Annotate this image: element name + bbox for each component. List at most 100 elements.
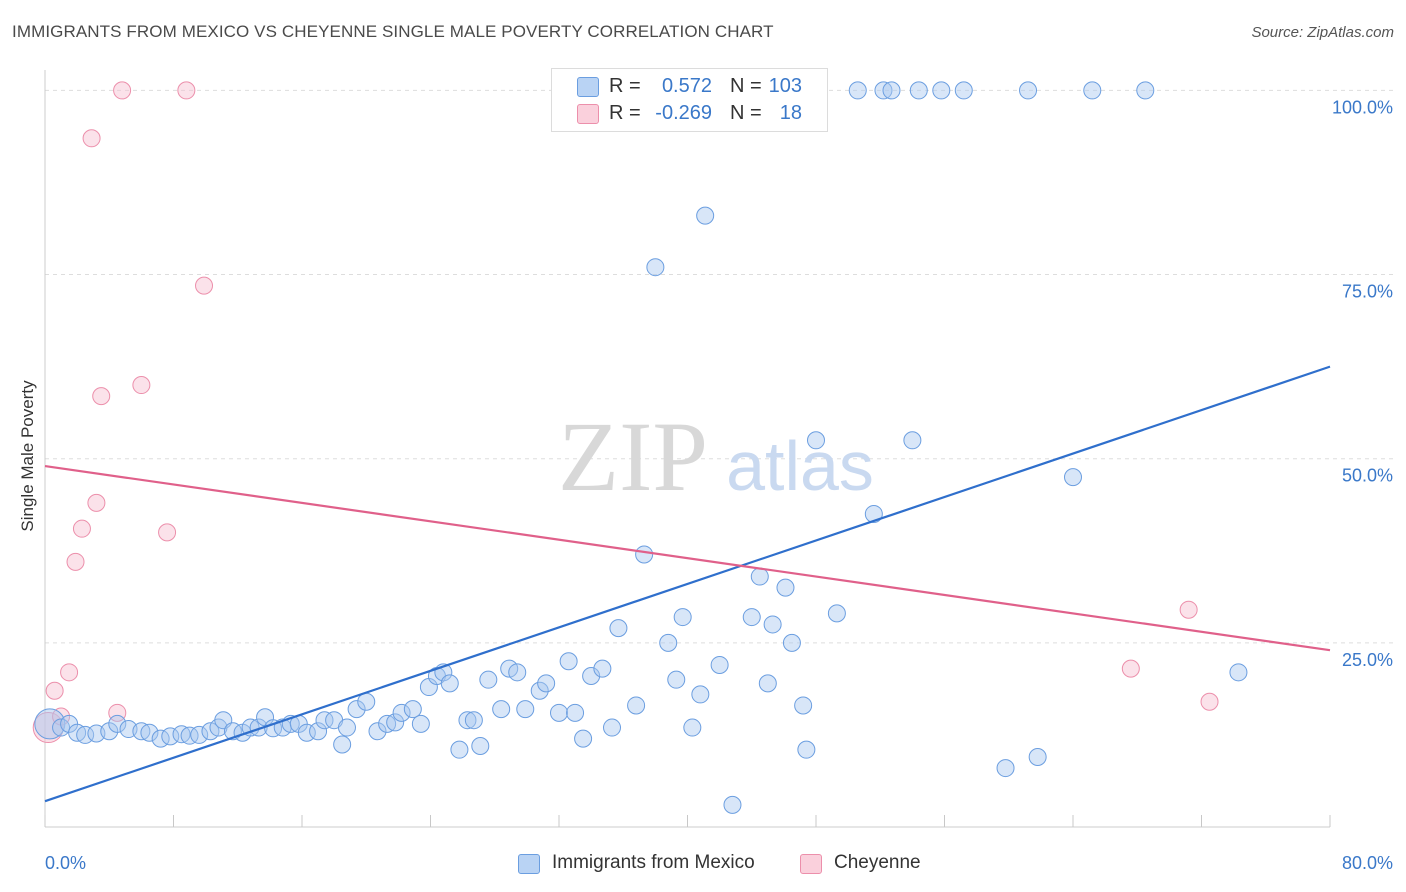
data-point-mexico (479, 670, 498, 689)
data-point-mexico (566, 703, 585, 722)
data-point-mexico (386, 713, 405, 732)
data-point-mexico (603, 718, 622, 737)
data-point-mexico (337, 718, 356, 737)
x-tick-label: 80.0% (1342, 853, 1393, 873)
data-point-mexico (882, 81, 901, 100)
data-point-mexico (368, 722, 387, 741)
data-point-mexico (464, 711, 483, 730)
data-point-mexico (797, 740, 816, 759)
legend-swatch-blue (577, 77, 599, 97)
x-tick-label: 0.0% (45, 853, 86, 873)
data-point-mexico (807, 431, 825, 450)
y-tick-label: 50.0% (1342, 466, 1393, 486)
legend-row-cheyenne: R = -0.269 N = 18 (552, 101, 827, 127)
data-point-cheyenne (1179, 600, 1198, 619)
data-point-mexico (357, 692, 376, 711)
data-point-mexico (297, 723, 316, 742)
data-point-mexico (996, 759, 1015, 778)
legend-swatch-pink (577, 104, 599, 124)
legend-r-label: R = (609, 102, 641, 124)
data-point-mexico (683, 718, 702, 737)
bottom-legend-swatch-pink (800, 854, 822, 874)
data-point-mexico (691, 685, 710, 704)
data-point-cheyenne (177, 81, 196, 100)
data-point-mexico (932, 81, 951, 100)
data-point-cheyenne (66, 552, 85, 571)
data-point-cheyenne (87, 493, 106, 512)
data-point-mexico (667, 670, 686, 689)
data-point-mexico (249, 718, 268, 737)
trend-lines (44, 365, 1331, 803)
data-point-mexico (627, 696, 646, 715)
data-point-mexico (458, 711, 477, 730)
data-point-mexico (758, 674, 777, 693)
bottom-legend-label-cheyenne: Cheyenne (834, 852, 921, 873)
data-point-mexico (750, 567, 769, 586)
data-point-cheyenne (1121, 659, 1140, 678)
data-point-cheyenne (113, 81, 132, 100)
data-point-cheyenne (195, 276, 214, 295)
data-point-mexico (492, 700, 511, 719)
legend-row-mexico: R = 0.572 N = 103 (552, 74, 827, 100)
axes (44, 70, 1331, 828)
data-point-mexico (347, 700, 366, 719)
data-point-mexico (516, 700, 535, 719)
stats-legend: R = 0.572 N = 103 R = -0.269 N = 18 (551, 68, 828, 132)
data-point-cheyenne (72, 519, 91, 538)
data-point-mexico (723, 795, 742, 814)
data-point-mexico (848, 81, 867, 100)
data-point-mexico (794, 696, 813, 715)
data-point-mexico (1064, 468, 1082, 487)
data-point-mexico (108, 714, 127, 733)
data-point-mexico (471, 736, 490, 755)
watermark-atlas: atlas (726, 427, 874, 505)
data-point-mexico (440, 674, 459, 693)
data-point-mexico (593, 659, 612, 678)
data-point-mexico (537, 674, 556, 693)
data-point-mexico (582, 667, 601, 685)
data-point-mexico (76, 725, 95, 744)
y-axis-label: Single Male Poverty (18, 380, 37, 532)
data-point-mexico (315, 711, 334, 730)
y-tick-label: 25.0% (1342, 650, 1393, 670)
data-point-mexico (646, 258, 665, 277)
data-point-mexico (403, 700, 422, 719)
data-point-mexico (264, 719, 283, 738)
data-point-mexico (696, 206, 715, 225)
data-point-mexico (574, 729, 593, 748)
data-point-cheyenne (1200, 692, 1219, 711)
data-point-mexico (180, 726, 199, 745)
data-point-cheyenne (92, 387, 111, 406)
data-point-mexico (635, 545, 654, 564)
data-point-mexico (776, 578, 795, 597)
data-point-mexico (140, 723, 159, 742)
data-point-mexico (550, 703, 568, 722)
data-point-mexico (909, 81, 928, 100)
data-point-mexico (1028, 748, 1047, 767)
data-point-mexico (309, 722, 328, 741)
data-point-mexico (673, 608, 692, 627)
chart-title: IMMIGRANTS FROM MEXICO VS CHEYENNE SINGL… (12, 22, 774, 41)
data-point-mexico (782, 633, 801, 652)
legend-r-value: 0.572 (661, 75, 712, 97)
data-point-mexico (659, 633, 678, 652)
data-point-mexico (710, 655, 729, 674)
data-point-mexico (559, 652, 578, 671)
data-point-mexico (333, 735, 352, 754)
data-point-mexico (827, 604, 846, 623)
data-point-cheyenne (82, 129, 101, 148)
data-point-mexico (450, 740, 469, 759)
trend-line-cheyenne (44, 464, 1331, 652)
data-point-mexico (763, 615, 782, 634)
data-point-mexico (1136, 81, 1155, 100)
source-credit: Source: ZipAtlas.com (1251, 24, 1394, 41)
data-point-cheyenne (60, 663, 79, 682)
bottom-legend-swatch-blue (518, 854, 540, 874)
data-point-mexico (190, 725, 209, 744)
legend-n-label: N = (730, 102, 762, 124)
trend-line-mexico (44, 365, 1331, 803)
legend-n-value: 103 (768, 75, 802, 97)
data-point-cheyenne (45, 681, 64, 700)
data-point-mexico (161, 727, 180, 746)
